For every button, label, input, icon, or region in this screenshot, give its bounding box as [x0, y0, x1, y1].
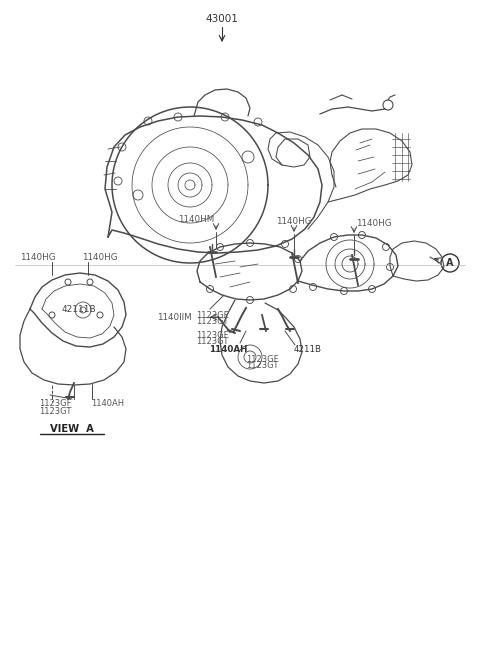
- Text: 1140AH: 1140AH: [91, 399, 125, 409]
- Text: 1140HG: 1140HG: [276, 217, 312, 225]
- Text: 1140HG: 1140HG: [356, 219, 392, 227]
- Text: 1123GT: 1123GT: [39, 407, 71, 415]
- Text: 42111B: 42111B: [62, 306, 96, 315]
- Text: 1123GF: 1123GF: [196, 330, 228, 340]
- Text: VIEW  A: VIEW A: [50, 424, 94, 434]
- Text: 1140HG: 1140HG: [82, 252, 118, 261]
- Text: 1123GF: 1123GF: [196, 311, 228, 319]
- Text: 1123GT: 1123GT: [196, 317, 228, 327]
- Text: 43001: 43001: [205, 14, 239, 24]
- Text: 1140HM: 1140HM: [178, 215, 214, 225]
- Text: 1123GT: 1123GT: [246, 361, 278, 371]
- Text: 1140IIM: 1140IIM: [157, 313, 192, 321]
- Text: A: A: [446, 258, 454, 268]
- Text: 1140HG: 1140HG: [20, 252, 56, 261]
- Text: 1140AH: 1140AH: [209, 346, 247, 355]
- Text: 1123GF: 1123GF: [246, 355, 278, 363]
- Text: 4211B: 4211B: [294, 346, 322, 355]
- Text: 1123GT: 1123GT: [196, 338, 228, 346]
- Text: 1123GF: 1123GF: [39, 399, 71, 409]
